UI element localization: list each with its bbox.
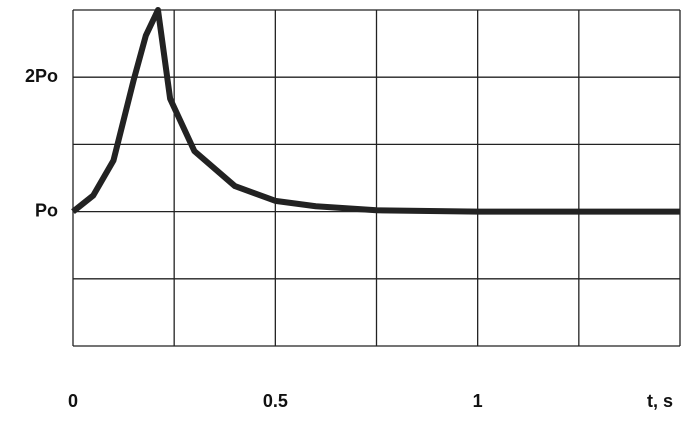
x-tick-label: 1 <box>473 391 483 411</box>
x-tick-label: 0.5 <box>263 391 288 411</box>
y-tick-label: Po <box>35 200 58 220</box>
line <box>71 7 680 215</box>
y-tick-label: 2Po <box>25 66 58 86</box>
x-axis-label: t, s <box>647 391 673 411</box>
x-tick-label: 0 <box>68 391 78 411</box>
